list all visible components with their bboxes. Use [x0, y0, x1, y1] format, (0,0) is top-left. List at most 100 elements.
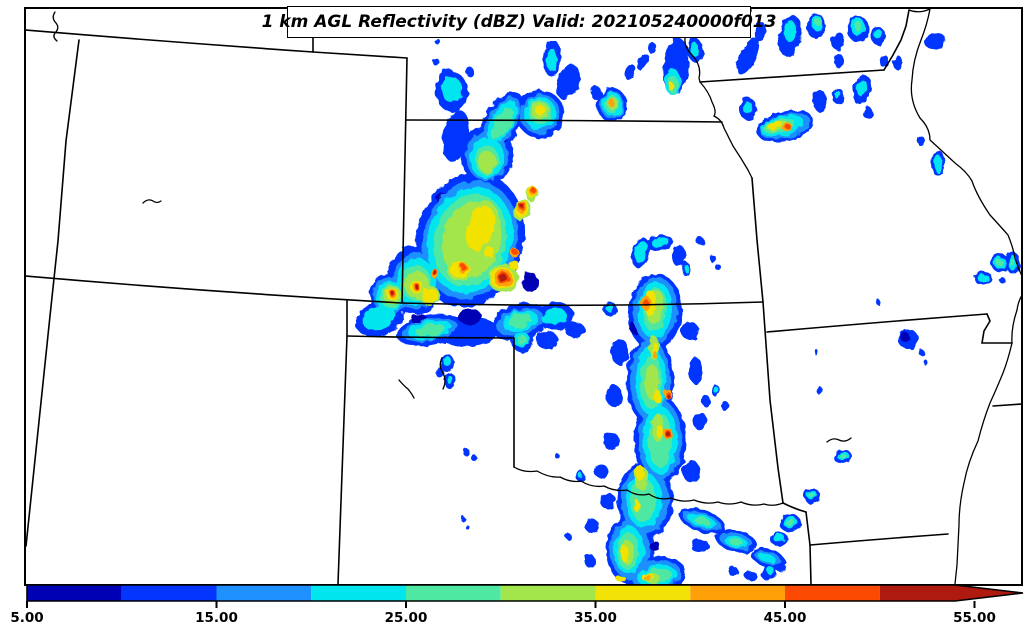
colorbar-tick-label: 35.00	[574, 610, 617, 626]
echo-cell	[565, 322, 585, 338]
echo-cell	[768, 120, 782, 130]
colorbar-tick-label: 25.00	[385, 610, 428, 626]
echo-cell	[668, 82, 674, 90]
colorbar-segment	[879, 585, 955, 601]
map-title: 1 km AGL Reflectivity (dBZ) Valid: 20210…	[261, 12, 777, 32]
boundary-nm-tx-103w	[337, 335, 348, 584]
echo-cell	[874, 29, 882, 39]
colorbar-tick-label: 45.00	[764, 610, 807, 626]
echo-cell	[634, 500, 640, 512]
echo-cell	[814, 349, 818, 355]
colorbar-tick-label: 55.00	[953, 610, 996, 626]
echo-cell	[893, 56, 903, 70]
echo-cell	[484, 246, 494, 258]
echo-cell	[817, 387, 823, 395]
map-background	[25, 8, 1022, 585]
echo-cell	[900, 332, 910, 342]
echo-cell	[466, 67, 474, 77]
river-tx-panhandle-stream	[439, 357, 446, 390]
echo-cell	[996, 259, 1004, 267]
echo-cell	[433, 58, 439, 66]
echo-cell	[565, 532, 571, 540]
echo-cell	[636, 465, 644, 481]
colorbar-segment	[595, 585, 691, 601]
echo-cell	[422, 288, 438, 304]
echo-cell	[536, 331, 558, 349]
echo-cell	[854, 21, 862, 31]
colorbar-segment	[216, 585, 312, 601]
echo-cell	[690, 42, 698, 56]
title-box: 1 km AGL Reflectivity (dBZ) Valid: 20210…	[262, 6, 776, 38]
echo-cell	[934, 155, 942, 173]
echo-cell	[415, 323, 445, 337]
echo-cell	[773, 534, 785, 542]
echo-cell	[415, 285, 419, 289]
echo-cell	[683, 264, 689, 272]
echo-cell	[508, 312, 532, 328]
echo-cell	[433, 271, 437, 275]
echo-cell	[634, 241, 648, 263]
echo-cell	[689, 358, 703, 384]
echo-cell	[606, 385, 622, 407]
echo-cell	[542, 316, 554, 324]
echo-cell	[715, 264, 721, 270]
echo-cell	[465, 205, 495, 251]
boundary-ar-la-lat33	[809, 533, 949, 546]
echo-cell	[691, 539, 709, 553]
boundary-lat41-wy-co-ne	[26, 29, 408, 59]
echo-cell	[460, 264, 466, 270]
echo-cell	[442, 77, 462, 103]
echo-cell	[736, 37, 760, 75]
echo-cell	[721, 401, 729, 411]
reflectivity-echo-layer	[355, 9, 1020, 584]
echo-cell	[784, 20, 796, 42]
echo-cell	[656, 426, 664, 438]
echo-cell	[924, 360, 928, 366]
echo-cell	[466, 526, 470, 530]
echo-cell	[509, 260, 519, 270]
echo-cell	[585, 554, 595, 568]
echo-cell	[696, 237, 704, 245]
echo-cell	[471, 455, 477, 461]
echo-cell	[815, 18, 821, 26]
echo-cell	[831, 32, 845, 50]
colorbar-segment	[785, 585, 880, 601]
echo-cell	[758, 553, 776, 563]
echo-cell	[766, 566, 774, 574]
echo-cell	[856, 80, 868, 96]
colorbar-segment	[121, 585, 217, 601]
boundary-ia-mo-lat40p5	[699, 69, 885, 83]
echo-cell	[776, 563, 786, 573]
echo-cell	[461, 516, 465, 522]
echo-cell	[813, 90, 827, 112]
colorbar-segment	[311, 585, 406, 601]
echo-cell	[650, 541, 660, 551]
echo-cell	[917, 136, 925, 146]
river-missouri-river	[683, 9, 753, 179]
river-arkansas-stream	[826, 437, 852, 443]
echo-cell	[603, 432, 619, 450]
echo-cell	[666, 394, 670, 398]
colorbar-segment	[500, 585, 596, 601]
river-wyoming-stream	[52, 11, 59, 42]
echo-cell	[535, 105, 545, 115]
echo-cell	[840, 453, 846, 459]
echo-cell	[648, 42, 656, 54]
boundary-ks-mo-west	[751, 177, 764, 303]
boundary-ks-ne-lat40	[405, 119, 723, 123]
echo-cell	[977, 274, 989, 282]
river-mississippi-river-lower	[954, 295, 1021, 584]
state-boundaries-layer	[26, 9, 1021, 584]
echo-cell	[585, 519, 599, 533]
echo-cell	[637, 53, 649, 71]
boundary-mo-ok-ar-west	[762, 301, 784, 504]
echo-cell	[447, 376, 453, 384]
echo-cell	[499, 274, 507, 282]
echo-cell	[999, 277, 1005, 283]
boundary-ia-mo-des-moines-river	[883, 9, 910, 71]
colorbar-outline	[26, 584, 1024, 602]
echo-cell	[600, 493, 616, 509]
echo-cell	[652, 351, 658, 359]
echo-cell	[522, 272, 538, 292]
